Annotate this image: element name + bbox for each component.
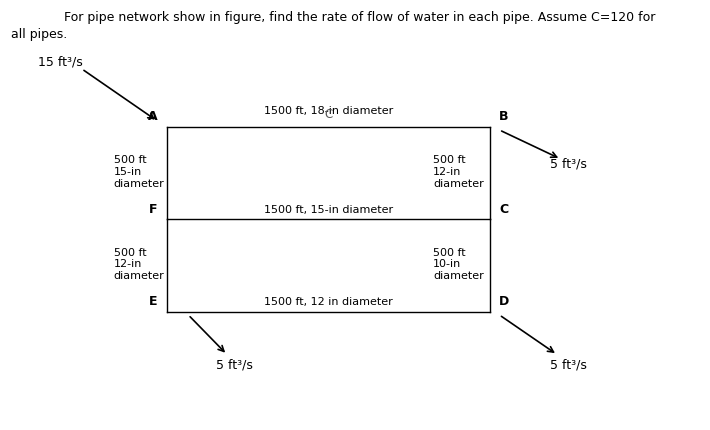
Text: E: E (149, 295, 158, 308)
Text: 1500 ft, 12 in diameter: 1500 ft, 12 in diameter (264, 298, 393, 307)
Text: 15 ft³/s: 15 ft³/s (38, 56, 83, 69)
Text: 500 ft
12-in
diameter: 500 ft 12-in diameter (433, 155, 484, 189)
Text: 500 ft
15-in
diameter: 500 ft 15-in diameter (114, 155, 164, 189)
Text: 500 ft
12-in
diameter: 500 ft 12-in diameter (114, 248, 164, 281)
Text: 5 ft³/s: 5 ft³/s (550, 158, 586, 171)
Text: 5 ft³/s: 5 ft³/s (550, 359, 586, 372)
Text: all pipes.: all pipes. (11, 28, 67, 41)
Text: B: B (499, 111, 508, 123)
Text: 1500 ft, 15-in diameter: 1500 ft, 15-in diameter (264, 205, 393, 215)
Text: 1500 ft, 18-in diameter: 1500 ft, 18-in diameter (264, 106, 393, 116)
Text: A: A (148, 111, 158, 123)
Text: D: D (499, 295, 509, 308)
Text: C: C (499, 203, 508, 216)
Text: 5 ft³/s: 5 ft³/s (216, 359, 253, 372)
Text: F: F (149, 203, 158, 216)
Text: For pipe network show in figure, find the rate of flow of water in each pipe. As: For pipe network show in figure, find th… (64, 11, 655, 24)
Text: 500 ft
10-in
diameter: 500 ft 10-in diameter (433, 248, 484, 281)
Text: C: C (324, 108, 333, 121)
